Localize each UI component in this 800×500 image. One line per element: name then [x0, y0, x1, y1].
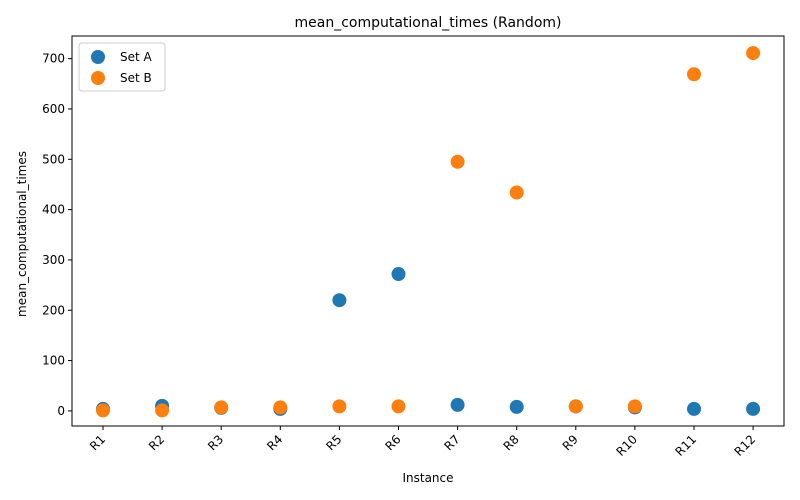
y-tick-label: 0	[57, 404, 65, 418]
x-tick-label: R8	[501, 432, 522, 453]
data-point	[509, 185, 524, 200]
x-tick-label: R10	[613, 432, 640, 459]
data-point	[391, 267, 406, 282]
chart-title: mean_computational_times (Random)	[295, 15, 562, 31]
legend-label: Set B	[120, 71, 152, 85]
y-tick-label: 700	[42, 52, 65, 66]
y-tick-label: 200	[42, 303, 65, 317]
x-axis-title: Instance	[402, 471, 453, 485]
data-point	[568, 399, 583, 414]
data-point	[687, 401, 701, 416]
data-point	[96, 403, 110, 418]
y-tick-label: 600	[42, 102, 65, 116]
x-tick-label: R1	[87, 432, 108, 453]
axes-frame	[71, 35, 785, 427]
data-point	[332, 293, 347, 308]
data-point	[155, 403, 170, 418]
data-point	[509, 399, 524, 414]
x-tick-label: R3	[205, 432, 226, 453]
legend-marker	[91, 50, 105, 64]
x-tick-label: R6	[382, 432, 403, 453]
data-point	[391, 399, 406, 414]
x-tick-label: R12	[732, 432, 759, 459]
y-axis-title: mean_computational_times	[15, 151, 29, 317]
data-point	[627, 399, 642, 414]
data-point	[687, 67, 701, 82]
y-tick-label: 500	[42, 152, 65, 166]
data-point	[746, 401, 761, 416]
x-tick-label: R11	[673, 432, 700, 459]
series-set-b	[96, 46, 761, 418]
legend: Set A Set B	[78, 42, 166, 92]
legend-label: Set A	[120, 50, 153, 64]
data-point	[273, 400, 288, 415]
data-point	[450, 154, 465, 169]
x-tick-label: R5	[323, 432, 344, 453]
data-point	[450, 397, 465, 412]
x-tick-label: R9	[560, 432, 581, 453]
y-tick-label: 400	[42, 203, 65, 217]
legend-marker	[91, 71, 105, 85]
series-set-a	[96, 267, 761, 416]
data-point	[214, 400, 229, 415]
y-tick-label: 100	[42, 354, 65, 368]
x-tick-label: R7	[442, 432, 463, 453]
plot-area: 0 100 200 300 400 500 600 700 R1 R2 R3 R4 R5 R6 R7 R8 R9…	[42, 35, 785, 459]
x-tick-label: R4	[264, 432, 285, 453]
x-tick-label: R2	[146, 432, 167, 453]
data-point	[332, 399, 347, 414]
y-tick-label: 300	[42, 253, 65, 267]
data-point	[746, 46, 761, 61]
